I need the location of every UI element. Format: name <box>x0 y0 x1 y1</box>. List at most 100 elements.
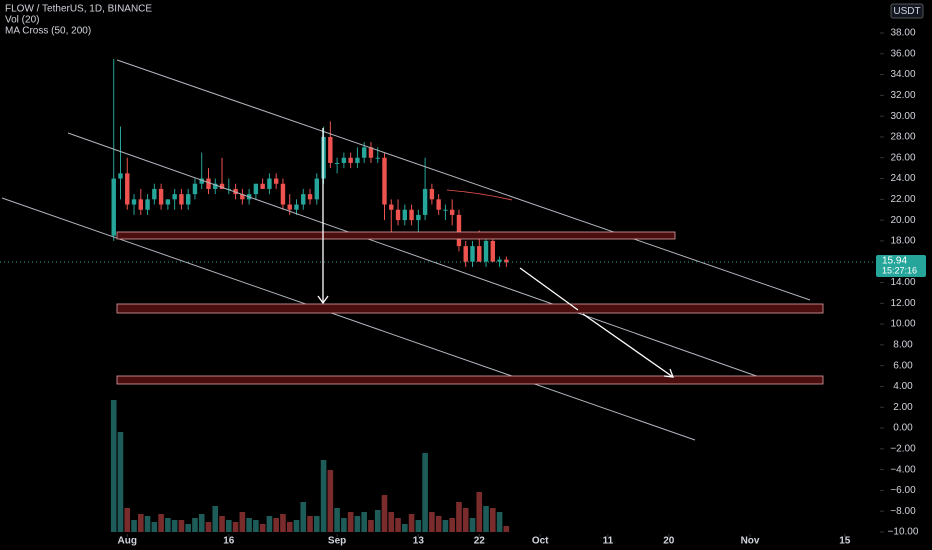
candle-body <box>416 214 421 221</box>
volume-bar <box>246 518 252 532</box>
zone <box>116 303 824 314</box>
currency: USDT <box>893 6 920 17</box>
volume-bar <box>165 518 171 532</box>
volume-bar <box>429 512 435 532</box>
volume-bar <box>341 518 347 532</box>
indicator: MA Cross (50, 200) <box>5 26 91 37</box>
volume-bar <box>219 516 225 532</box>
arrow <box>519 267 579 311</box>
volume-bar <box>192 518 198 532</box>
volume-bar <box>327 470 334 532</box>
volume-bar <box>117 432 124 532</box>
volume-bar <box>205 522 212 532</box>
candle-body <box>253 183 259 195</box>
volume-bar <box>239 512 246 532</box>
candle-body <box>152 188 157 200</box>
volume-bar <box>124 508 131 532</box>
volume-bar <box>314 516 320 532</box>
candle-body <box>199 178 204 184</box>
candle-body <box>158 188 164 205</box>
arrows <box>317 128 674 378</box>
candle-body <box>260 183 265 189</box>
candle-body <box>361 147 367 158</box>
currency-box[interactable] <box>890 3 924 19</box>
candle-body <box>422 188 428 215</box>
y-tick-label: 28.00 <box>890 132 915 143</box>
candle-body <box>165 199 171 205</box>
volume-bar <box>456 502 462 532</box>
candle-body <box>233 188 238 195</box>
y-tick-label: 24.00 <box>890 173 915 184</box>
candle-body <box>206 178 211 189</box>
volume-bar <box>320 460 327 532</box>
price-tag <box>876 255 926 277</box>
volume-bar <box>307 516 313 532</box>
y-tick-label: −2.00 <box>890 443 916 454</box>
volume-bar <box>198 514 205 532</box>
volume-bar <box>212 506 219 532</box>
volume-bar <box>280 514 286 532</box>
candle-body <box>138 199 143 210</box>
candle-body <box>240 194 245 200</box>
ma-line <box>446 189 513 201</box>
candle-body <box>463 246 468 262</box>
volume-bar <box>110 400 117 532</box>
candle-body <box>287 204 292 210</box>
plot-area: 38.00 36.00 34.00 32.00 30.00 28.00 26.00 24.00… <box>110 28 919 547</box>
volume-bar <box>490 508 496 532</box>
volume-bar <box>415 520 422 532</box>
candle-body <box>145 199 150 210</box>
candle-body <box>395 209 401 221</box>
volume-bar <box>381 495 388 532</box>
y-tick-label: 26.00 <box>890 152 915 163</box>
volume-bar <box>273 518 279 532</box>
volume-bar <box>462 508 469 532</box>
x-tick-label: Nov <box>741 536 760 547</box>
volume-bar <box>347 512 354 532</box>
candle-body <box>192 183 198 195</box>
y-tick-label: −4.00 <box>890 464 916 475</box>
volume-bar <box>496 512 503 532</box>
x-tick-label: 16 <box>223 536 235 547</box>
y-tick-label: 36.00 <box>890 48 915 59</box>
x-tick-label: 20 <box>663 536 675 547</box>
candle-body <box>280 183 286 205</box>
candle-body <box>307 194 313 200</box>
candle-body <box>314 178 319 200</box>
candle-body <box>449 209 455 215</box>
candle-body <box>443 209 448 211</box>
volume-bar <box>449 518 455 532</box>
candle-body <box>125 173 130 205</box>
y-tick-label: 20.00 <box>890 215 915 226</box>
y-tick-label: 18.00 <box>890 236 915 247</box>
volume-bar <box>354 516 361 532</box>
volume-bar <box>476 492 483 532</box>
candle-body <box>477 246 482 262</box>
volume-bar <box>300 502 307 532</box>
volume-bar <box>178 520 185 532</box>
volume-bar <box>402 524 408 532</box>
volume-bar <box>483 506 489 532</box>
y-tick-label: 30.00 <box>890 111 915 122</box>
x-tick-label: Oct <box>532 536 549 547</box>
y-tick-label: 38.00 <box>890 28 915 39</box>
volume-bar <box>388 512 395 532</box>
volume-bar <box>374 510 381 532</box>
candle-body <box>328 136 333 163</box>
candle-body <box>111 178 116 236</box>
zone <box>116 375 824 385</box>
candle-body <box>301 194 306 205</box>
candle-body <box>213 183 218 189</box>
candle-body <box>490 240 495 262</box>
volume-bar <box>151 522 158 532</box>
volume-bar <box>253 520 259 532</box>
candle-body <box>267 178 272 189</box>
y-tick-label: 32.00 <box>890 90 915 101</box>
candle-body <box>172 194 177 200</box>
x-tick-label: 15 <box>839 536 851 547</box>
volume-bar <box>395 518 401 532</box>
volume-bar <box>422 453 428 532</box>
